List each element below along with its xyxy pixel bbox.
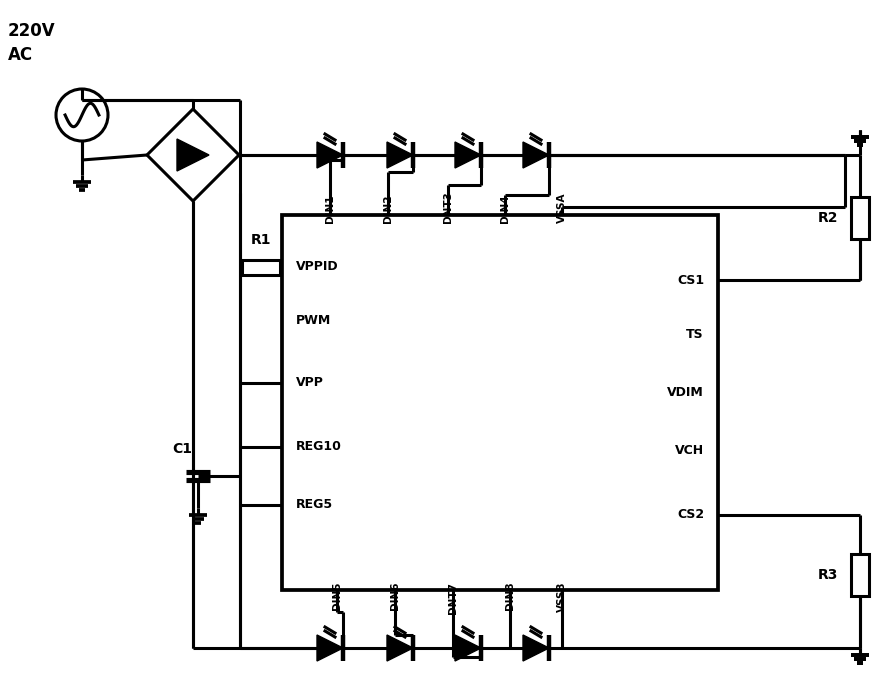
Text: DIN2: DIN2	[383, 195, 393, 223]
Text: VSSA: VSSA	[557, 193, 567, 223]
Polygon shape	[523, 635, 549, 661]
Text: CS2: CS2	[677, 509, 704, 522]
Text: DIN8: DIN8	[505, 582, 515, 610]
Bar	[851, 197, 869, 238]
Polygon shape	[317, 635, 343, 661]
Text: DIN1: DIN1	[325, 195, 335, 223]
Text: REG5: REG5	[296, 498, 333, 511]
Text: R1: R1	[251, 233, 271, 247]
Text: VPPID: VPPID	[296, 261, 338, 274]
Text: DIN6: DIN6	[390, 582, 400, 610]
Polygon shape	[387, 142, 413, 168]
Text: REG10: REG10	[296, 441, 342, 454]
Polygon shape	[317, 142, 343, 168]
Bar	[851, 554, 869, 596]
Text: VPP: VPP	[296, 377, 324, 390]
Text: DNT7: DNT7	[448, 582, 458, 614]
Polygon shape	[147, 109, 239, 201]
Polygon shape	[455, 142, 481, 168]
Text: VSSB: VSSB	[557, 582, 567, 612]
Bar	[282, 215, 718, 590]
Text: CS1: CS1	[677, 274, 704, 287]
Polygon shape	[455, 635, 481, 661]
Text: 220V: 220V	[8, 22, 55, 40]
Text: PWM: PWM	[296, 313, 331, 326]
Polygon shape	[177, 139, 209, 171]
Text: AC: AC	[8, 46, 33, 64]
Text: DIN4: DIN4	[500, 194, 510, 223]
Text: VCH: VCH	[675, 443, 704, 456]
Text: R2: R2	[817, 210, 838, 225]
Text: R3: R3	[818, 568, 838, 582]
Bar	[242, 260, 280, 275]
Text: TS: TS	[687, 328, 704, 341]
Text: C1: C1	[172, 442, 192, 456]
Polygon shape	[523, 142, 549, 168]
Polygon shape	[387, 635, 413, 661]
Text: DNT3: DNT3	[443, 191, 453, 223]
Text: VDIM: VDIM	[667, 387, 704, 400]
Text: DIN5: DIN5	[332, 582, 342, 610]
